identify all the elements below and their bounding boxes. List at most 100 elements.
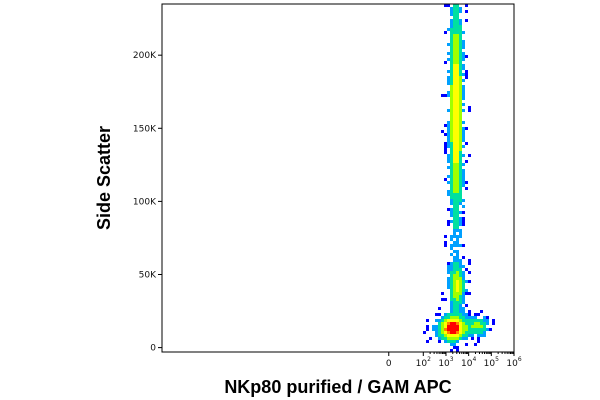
density-cell xyxy=(450,94,453,97)
density-cell xyxy=(474,343,477,346)
density-cell xyxy=(486,319,489,322)
density-cell xyxy=(438,307,441,310)
density-cell xyxy=(459,154,462,157)
density-cell xyxy=(438,340,441,343)
density-cell xyxy=(447,265,450,268)
density-cell xyxy=(465,289,468,292)
density-cell xyxy=(462,40,465,43)
density-cell xyxy=(453,196,456,199)
density-cell xyxy=(465,316,468,319)
density-cell xyxy=(447,220,450,223)
density-cell xyxy=(456,208,459,211)
density-cell xyxy=(456,235,459,238)
density-cell xyxy=(462,313,465,316)
density-cell xyxy=(453,130,456,133)
density-cell xyxy=(450,175,453,178)
density-cell xyxy=(450,73,453,76)
density-cell xyxy=(447,136,450,139)
density-cell xyxy=(456,49,459,52)
density-cell xyxy=(444,337,447,340)
density-cell xyxy=(447,268,450,271)
density-cell xyxy=(453,316,456,319)
density-cell xyxy=(450,148,453,151)
density-cell xyxy=(456,175,459,178)
density-cell xyxy=(453,115,456,118)
density-cell xyxy=(441,316,444,319)
density-cell xyxy=(447,91,450,94)
density-cell xyxy=(456,115,459,118)
density-cell xyxy=(462,172,465,175)
density-cell xyxy=(426,319,429,322)
density-cell xyxy=(447,280,450,283)
density-cell xyxy=(453,343,456,346)
density-cell xyxy=(456,241,459,244)
density-cell xyxy=(459,49,462,52)
density-cell xyxy=(462,55,465,58)
density-cell xyxy=(453,313,456,316)
density-cell xyxy=(453,106,456,109)
y-tick-label: 0 xyxy=(150,344,156,354)
density-cell xyxy=(450,319,453,322)
density-cell xyxy=(471,319,474,322)
density-cell xyxy=(441,292,444,295)
density-cell xyxy=(459,7,462,10)
density-cell xyxy=(456,34,459,37)
density-cell xyxy=(447,277,450,280)
density-cell xyxy=(450,163,453,166)
density-cell xyxy=(450,130,453,133)
density-cell xyxy=(453,187,456,190)
density-cell xyxy=(450,91,453,94)
density-cell xyxy=(456,76,459,79)
density-cell xyxy=(462,298,465,301)
density-cell xyxy=(447,283,450,286)
density-cell xyxy=(438,322,441,325)
density-cell xyxy=(456,331,459,334)
density-cell xyxy=(447,154,450,157)
density-cell xyxy=(453,223,456,226)
density-cell xyxy=(450,196,453,199)
density-cell xyxy=(453,178,456,181)
density-cell xyxy=(459,283,462,286)
y-tick-label: 50K xyxy=(139,271,157,281)
density-cell xyxy=(453,28,456,31)
density-cell xyxy=(462,322,465,325)
density-cell xyxy=(447,262,450,265)
density-cell xyxy=(459,322,462,325)
density-cell xyxy=(459,130,462,133)
density-cell xyxy=(450,268,453,271)
density-cell xyxy=(459,46,462,49)
density-cell xyxy=(441,325,444,328)
density-cell xyxy=(447,142,450,145)
density-cell xyxy=(459,127,462,130)
density-cell xyxy=(450,106,453,109)
density-cell xyxy=(462,103,465,106)
density-cell xyxy=(462,277,465,280)
density-cell xyxy=(456,154,459,157)
density-cell xyxy=(453,310,456,313)
density-cells xyxy=(423,4,495,352)
density-cell xyxy=(450,337,453,340)
density-cell xyxy=(450,139,453,142)
density-cell xyxy=(459,97,462,100)
density-cell xyxy=(462,46,465,49)
density-cell xyxy=(456,214,459,217)
density-cell xyxy=(453,7,456,10)
density-cell xyxy=(453,91,456,94)
density-cell xyxy=(462,67,465,70)
density-cell xyxy=(450,121,453,124)
density-cell xyxy=(447,181,450,184)
density-cell xyxy=(453,244,456,247)
density-cell xyxy=(453,274,456,277)
density-cell xyxy=(456,307,459,310)
density-cell xyxy=(453,286,456,289)
density-cell xyxy=(453,25,456,28)
y-axis: 0 50K 100K 150K 200K xyxy=(133,51,162,354)
density-cell xyxy=(462,325,465,328)
density-cell xyxy=(450,295,453,298)
density-cell xyxy=(468,310,471,313)
density-cell xyxy=(453,160,456,163)
density-cell xyxy=(459,181,462,184)
density-cell xyxy=(462,244,465,247)
density-cell xyxy=(456,112,459,115)
density-cell xyxy=(456,46,459,49)
